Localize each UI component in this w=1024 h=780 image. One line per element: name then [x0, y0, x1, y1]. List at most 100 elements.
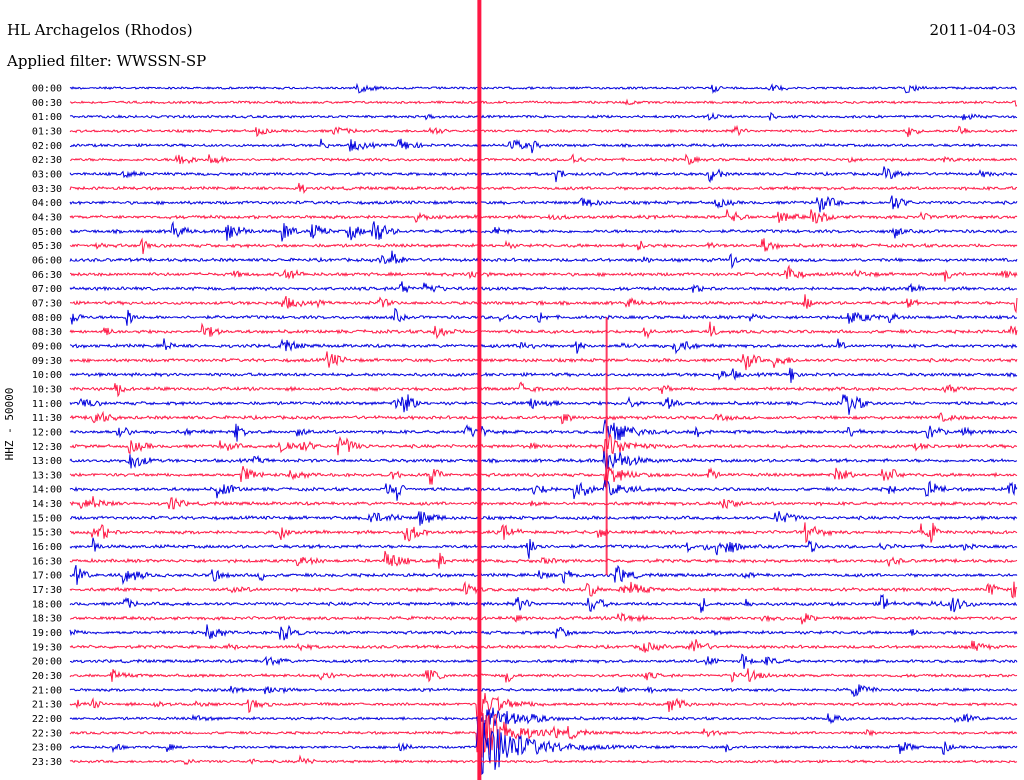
trace-row	[69, 182, 1018, 195]
tick-label: 22:30	[32, 728, 62, 739]
tick-label: 15:00	[32, 513, 62, 524]
trace-row	[69, 496, 1018, 510]
tick-label: 15:30	[32, 528, 62, 539]
tick-label: 05:00	[32, 227, 62, 238]
tick-label: 09:30	[32, 356, 62, 367]
trace-row	[69, 124, 1018, 138]
tick-label: 00:00	[32, 84, 62, 95]
trace-row	[69, 419, 1018, 442]
trace-row	[69, 98, 1018, 107]
tick-label: 20:00	[32, 657, 62, 668]
tick-label: 21:00	[32, 685, 62, 696]
tick-label: 17:30	[32, 585, 62, 596]
trace-row	[69, 639, 1018, 653]
trace-row	[69, 550, 1018, 569]
tick-label: 14:00	[32, 485, 62, 496]
tick-label: 03:00	[32, 169, 62, 180]
tick-label: 05:30	[32, 241, 62, 252]
trace-row	[69, 480, 1018, 501]
station-title: HL Archagelos (Rhodos)	[7, 21, 193, 39]
trace-row	[69, 564, 1018, 586]
trace-row	[69, 653, 1018, 669]
time-tick-labels: 00:00 00:30 01:00 01:30 02:00 02:30 03:00 03:30…	[32, 84, 62, 769]
tick-label: 11:30	[32, 413, 62, 424]
seismic-traces	[69, 0, 1018, 780]
trace-row	[69, 511, 1018, 526]
tick-label: 13:30	[32, 470, 62, 481]
trace-row	[70, 264, 1018, 282]
trace-row	[69, 195, 1018, 213]
tick-label: 06:00	[32, 255, 62, 266]
trace-row	[69, 410, 1018, 425]
trace-row	[69, 111, 1018, 121]
trace-row	[69, 684, 1018, 697]
tick-label: 20:30	[32, 671, 62, 682]
tick-label: 12:30	[32, 442, 62, 453]
trace-row	[69, 624, 1018, 641]
tick-label: 14:30	[32, 499, 62, 510]
secondary-event-marker	[605, 317, 608, 576]
tick-label: 02:30	[32, 155, 62, 166]
tick-label: 22:00	[32, 714, 62, 725]
trace-row	[69, 367, 1018, 383]
trace-row	[69, 220, 1018, 242]
trace-row	[69, 711, 1018, 776]
trace-row	[69, 465, 1018, 488]
tick-label: 08:00	[32, 313, 62, 324]
tick-label: 23:00	[32, 743, 62, 754]
filter-label: Applied filter: WWSSN-SP	[6, 52, 206, 70]
tick-label: 17:00	[32, 571, 62, 582]
trace-row	[69, 433, 1018, 457]
trace-row	[69, 237, 1018, 255]
tick-label: 09:00	[32, 341, 62, 352]
tick-label: 12:00	[32, 427, 62, 438]
trace-row	[69, 321, 1018, 340]
tick-label: 11:00	[32, 399, 62, 410]
tick-label: 00:30	[32, 98, 62, 109]
y-axis-label: HHZ - 50000	[3, 388, 16, 461]
trace-row	[69, 580, 1018, 599]
tick-label: 07:00	[32, 284, 62, 295]
trace-row	[69, 153, 1018, 165]
trace-row	[69, 338, 1018, 355]
tick-label: 01:30	[32, 126, 62, 137]
tick-label: 08:30	[32, 327, 62, 338]
trace-row	[69, 307, 1018, 326]
tick-label: 03:30	[32, 184, 62, 195]
trace-row	[69, 612, 1018, 625]
tick-label: 07:30	[32, 298, 62, 309]
tick-label: 04:00	[32, 198, 62, 209]
trace-row	[69, 351, 1018, 371]
tick-label: 13:00	[32, 456, 62, 467]
date-label: 2011-04-03	[930, 21, 1016, 39]
tick-label: 18:30	[32, 614, 62, 625]
trace-row	[69, 381, 1018, 398]
trace-row	[69, 689, 1018, 722]
tick-label: 06:30	[32, 270, 62, 281]
trace-row	[69, 754, 1018, 766]
trace-row	[69, 209, 1018, 224]
tick-label: 21:30	[32, 700, 62, 711]
tick-label: 10:30	[32, 384, 62, 395]
trace-row	[69, 166, 1018, 183]
tick-label: 19:00	[32, 628, 62, 639]
tick-label: 19:30	[32, 642, 62, 653]
trace-row	[69, 668, 1018, 683]
trace-row	[69, 522, 1018, 544]
tick-label: 10:00	[32, 370, 62, 381]
trace-row	[69, 707, 1018, 735]
tick-label: 18:00	[32, 599, 62, 610]
tick-label: 16:00	[32, 542, 62, 553]
trace-row	[69, 537, 1018, 559]
trace-row	[69, 394, 1018, 415]
tick-label: 02:00	[32, 141, 62, 152]
trace-row	[70, 294, 1018, 314]
trace-row	[69, 138, 1018, 154]
trace-row	[69, 281, 1017, 293]
tick-label: 01:00	[32, 112, 62, 123]
tick-label: 04:30	[32, 212, 62, 223]
event-column-marker	[477, 0, 482, 780]
trace-row	[69, 713, 1018, 758]
trace-row	[69, 250, 1018, 270]
